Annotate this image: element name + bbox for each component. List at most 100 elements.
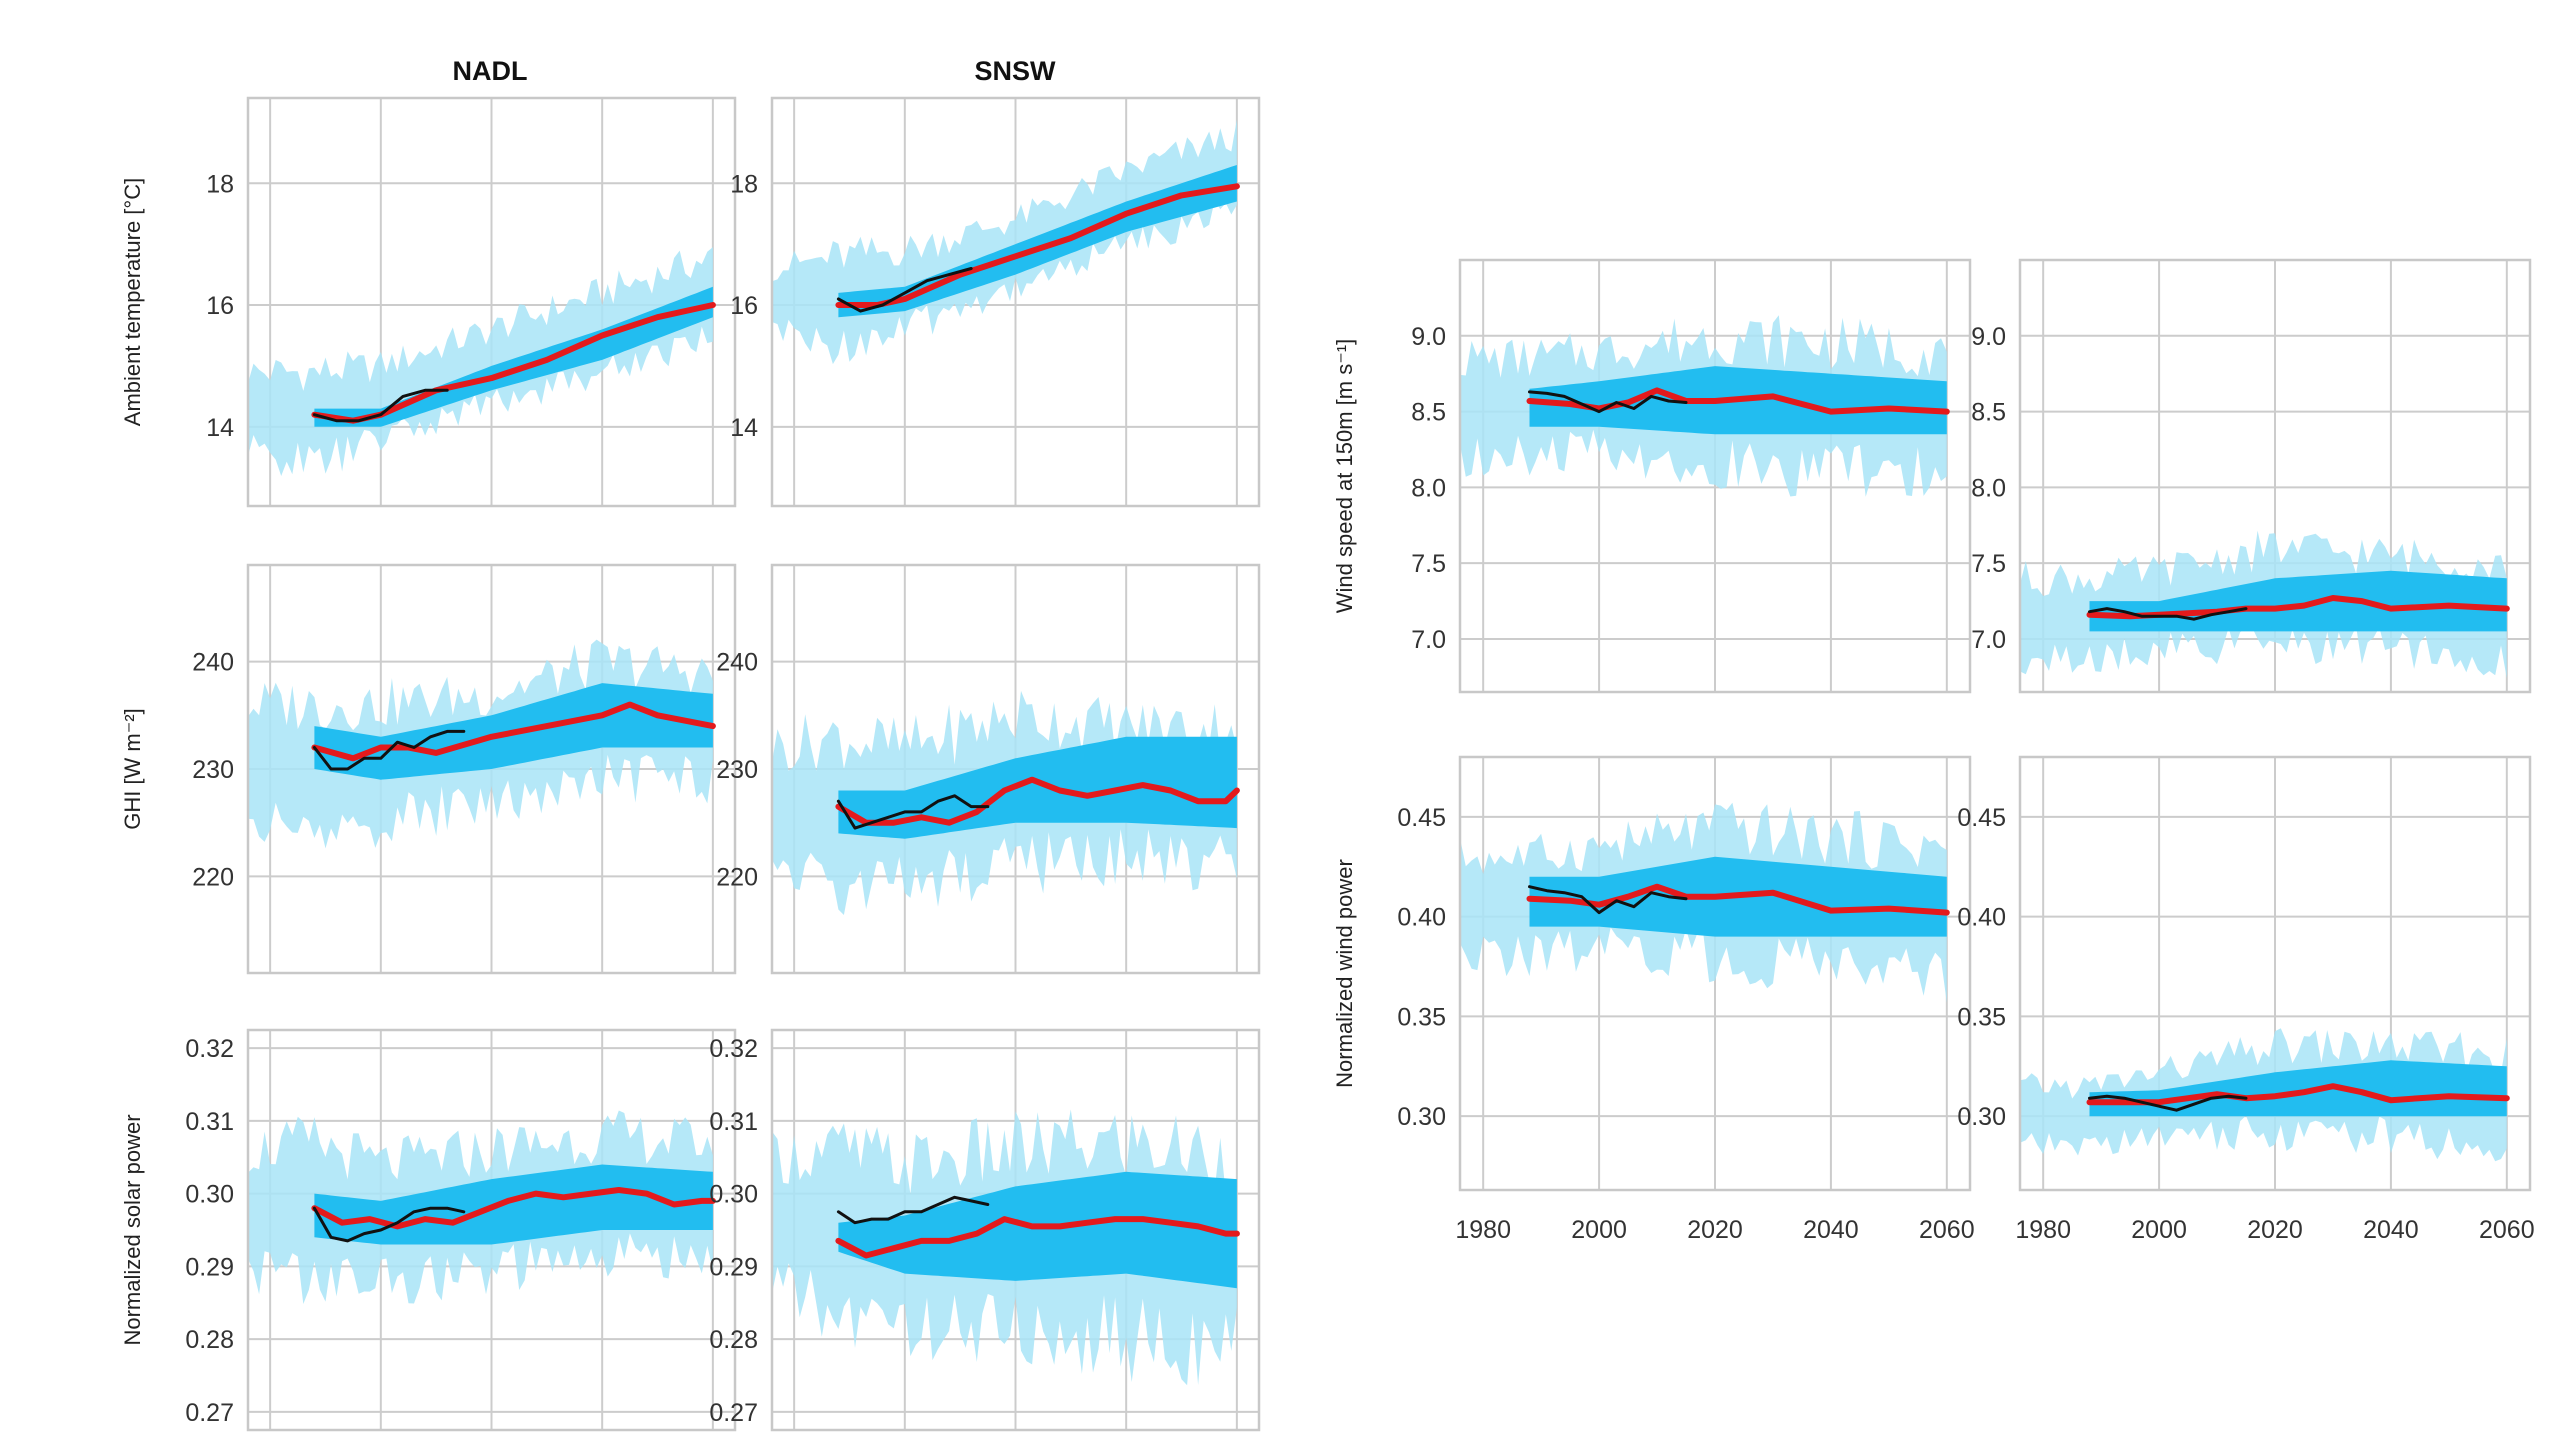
y-tick-label: 0.35 [1957, 1003, 2006, 1031]
plot-frame [246, 96, 737, 508]
y-tick-label: 7.5 [1411, 550, 1446, 578]
y-tick-label: 0.28 [709, 1326, 758, 1354]
series-line-observed [2088, 1094, 2248, 1112]
y-tick-label: 220 [192, 863, 234, 891]
series-line-observed [2088, 607, 2248, 621]
y-tick-label: 0.28 [185, 1326, 234, 1354]
plot-frame [2018, 258, 2532, 694]
panel-solar-nadl: 0.27 0.28 0.29 0.30 0.31 0.32 Normalized solar… [120, 1028, 737, 1432]
x-tick-label: 2000 [2131, 1216, 2187, 1244]
plot-frame [1458, 755, 1972, 1192]
series-line-observed [836, 267, 973, 313]
series-line-model-mean [311, 701, 716, 762]
panel-temp-snsw: 14 16 18 [730, 96, 1261, 508]
panel-temp-nadl: 14 16 18 Ambient temperature [°C] [120, 96, 737, 508]
y-tick-label: 0.30 [1957, 1103, 2006, 1131]
y-tick-label: 14 [730, 414, 758, 442]
y-tick-label: 0.30 [185, 1181, 234, 1209]
plot-frame [770, 96, 1261, 508]
y-tick-label: 7.0 [1971, 626, 2006, 654]
y-tick-label: 0.27 [185, 1399, 234, 1427]
y-axis-label: Ambient temperature [°C] [120, 178, 145, 426]
y-tick-label: 220 [716, 863, 758, 891]
column-title-nadl: NADL [453, 56, 528, 86]
y-tick-label: 7.0 [1411, 626, 1446, 654]
y-tick-label: 9.0 [1411, 323, 1446, 351]
y-tick-label: 0.29 [709, 1253, 758, 1281]
y-tick-label: 230 [716, 756, 758, 784]
series-line-model-mean [2086, 1083, 2510, 1106]
panel-windpower-nadl: 0.30 0.35 0.40 0.45 1980 2000 2020 2040 2060 Norm… [1332, 755, 1975, 1244]
y-tick-label: 0.32 [185, 1035, 234, 1063]
x-tick-label: 2040 [2363, 1216, 2419, 1244]
y-axis-label: Normalized wind power [1332, 859, 1357, 1088]
plot-frame [770, 563, 1261, 975]
x-tick-label: 2060 [1919, 1216, 1975, 1244]
series-line-observed [312, 1206, 466, 1243]
series-line-observed [836, 1195, 990, 1225]
y-tick-label: 16 [730, 292, 758, 320]
x-tick-label: 2000 [1571, 1216, 1627, 1244]
y-tick-label: 7.5 [1971, 550, 2006, 578]
y-tick-label: 0.30 [1397, 1103, 1446, 1131]
series-line-model-mean [835, 776, 1240, 826]
y-tick-label: 18 [206, 170, 234, 198]
y-tick-label: 0.29 [185, 1253, 234, 1281]
y-tick-label: 9.0 [1971, 323, 2006, 351]
inner-band [838, 736, 1237, 839]
y-tick-label: 0.45 [1957, 804, 2006, 832]
inner-band [2089, 570, 2507, 632]
y-tick-label: 0.32 [709, 1035, 758, 1063]
y-tick-label: 8.0 [1971, 474, 2006, 502]
y-tick-label: 8.0 [1411, 474, 1446, 502]
series-line-model-mean [311, 1187, 716, 1230]
panel-wind-nadl: 7.0 7.5 8.0 8.5 9.0 Wind speed at 150m [m s⁻¹… [1332, 258, 1972, 694]
inner-band [314, 286, 713, 427]
series-line-observed [836, 794, 990, 830]
x-tick-label: 2040 [1803, 1216, 1859, 1244]
plot-frame [246, 1028, 737, 1432]
panel-windpower-snsw: 0.30 0.35 0.40 0.45 1980 2000 2020 2040 2060 [1957, 755, 2535, 1244]
y-axis-label: Normalized solar power [120, 1114, 145, 1345]
y-tick-label: 0.31 [709, 1108, 758, 1136]
y-axis-label: GHI [W m⁻²] [120, 708, 145, 830]
plot-frame [1458, 258, 1972, 694]
plot-frame [246, 563, 737, 975]
y-tick-label: 0.31 [185, 1108, 234, 1136]
series-line-model-mean [835, 1216, 1240, 1259]
panel-ghi-snsw: 220 230 240 [716, 563, 1261, 975]
series-line-observed [312, 729, 466, 771]
series-line-observed [312, 388, 449, 423]
y-tick-label: 14 [206, 414, 234, 442]
y-tick-label: 18 [730, 170, 758, 198]
plot-frame [2018, 755, 2532, 1192]
x-tick-label: 1980 [2015, 1216, 2071, 1244]
y-tick-label: 0.40 [1397, 904, 1446, 932]
panel-ghi-nadl: 220 230 240 GHI [W m⁻²] [120, 563, 737, 975]
y-tick-label: 240 [192, 649, 234, 677]
series-line-observed [1528, 390, 1688, 414]
y-tick-label: 8.5 [1411, 399, 1446, 427]
y-tick-label: 0.45 [1397, 804, 1446, 832]
series-line-observed [1528, 885, 1688, 915]
y-tick-label: 240 [716, 649, 758, 677]
y-tick-label: 0.30 [709, 1181, 758, 1209]
y-tick-label: 0.40 [1957, 904, 2006, 932]
y-tick-label: 8.5 [1971, 399, 2006, 427]
y-tick-label: 0.27 [709, 1399, 758, 1427]
y-tick-label: 230 [192, 756, 234, 784]
x-tick-label: 2020 [2247, 1216, 2303, 1244]
y-tick-label: 16 [206, 292, 234, 320]
y-tick-label: 0.35 [1397, 1003, 1446, 1031]
inner-band [838, 1171, 1237, 1289]
plot-frame [770, 1028, 1261, 1432]
panel-solar-snsw: 0.27 0.28 0.29 0.30 0.31 0.32 [709, 1028, 1261, 1432]
x-tick-label: 2060 [2479, 1216, 2535, 1244]
y-axis-label: Wind speed at 150m [m s⁻¹] [1332, 339, 1357, 614]
x-tick-label: 1980 [1455, 1216, 1511, 1244]
panel-wind-snsw: 7.0 7.5 8.0 8.5 9.0 [1971, 258, 2532, 694]
x-tick-label: 2020 [1687, 1216, 1743, 1244]
column-title-snsw: SNSW [975, 56, 1057, 86]
